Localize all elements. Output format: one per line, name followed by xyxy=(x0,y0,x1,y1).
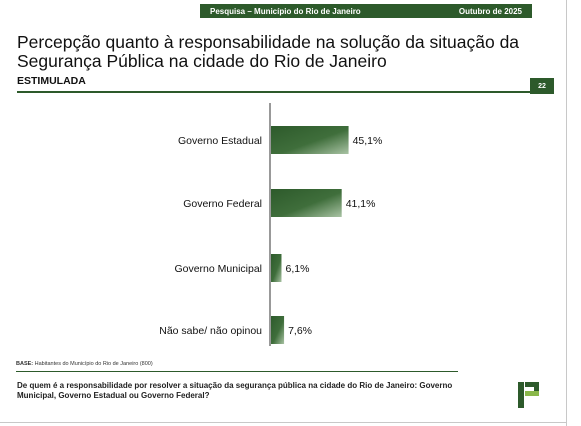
data-label: 7,6% xyxy=(288,325,312,337)
base-note: BASE: Habitantes do Município do Rio de … xyxy=(16,361,153,367)
base-divider xyxy=(16,371,458,372)
data-label: 41,1% xyxy=(346,198,376,210)
header-date: Outubro de 2025 xyxy=(458,6,522,16)
frame-border-bottom xyxy=(0,422,566,423)
category-label: Governo Estadual xyxy=(178,135,262,147)
bar xyxy=(271,316,285,344)
frame-border-right xyxy=(566,0,567,426)
data-label: 6,1% xyxy=(285,263,309,275)
survey-question: De quem é a responsabilidade por resolve… xyxy=(17,381,453,400)
title-divider xyxy=(17,91,531,93)
base-text: Habitantes do Município do Rio de Janeir… xyxy=(34,361,153,367)
data-label: 45,1% xyxy=(353,135,383,147)
category-label: Governo Municipal xyxy=(174,263,262,275)
page-subtitle: ESTIMULADA xyxy=(17,75,86,87)
brand-logo-icon xyxy=(518,382,539,408)
bar xyxy=(271,189,342,217)
base-label: BASE: xyxy=(16,361,34,367)
bar xyxy=(271,126,349,154)
page-number-badge: 22 xyxy=(530,78,554,94)
category-label: Governo Federal xyxy=(183,198,262,210)
bar xyxy=(271,254,282,282)
header-bar: Pesquisa – Município do Rio de Janeiro O… xyxy=(200,4,532,18)
page-title: Percepção quanto à responsabilidade na s… xyxy=(17,32,520,71)
header-survey-label: Pesquisa – Município do Rio de Janeiro xyxy=(210,6,361,16)
category-label: Não sabe/ não opinou xyxy=(159,325,262,337)
